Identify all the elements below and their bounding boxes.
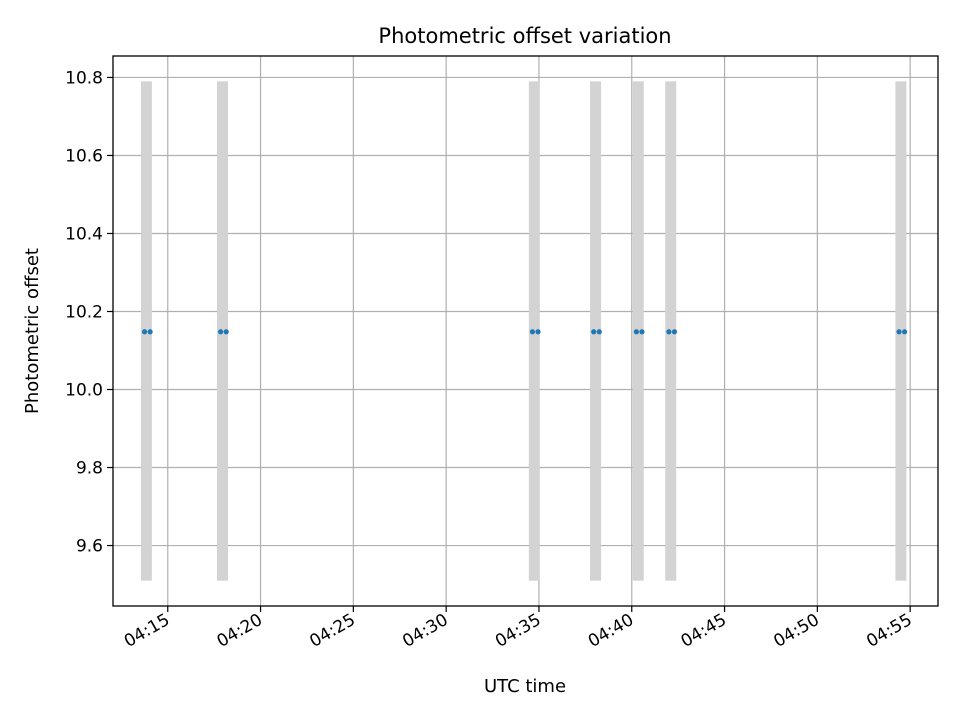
- data-point: [896, 329, 902, 335]
- data-point: [633, 329, 639, 335]
- data-point: [223, 329, 229, 335]
- y-tick-label: 10.2: [65, 302, 103, 322]
- y-axis: 9.6 9.8 10.0 10.2 10.4 10.6 10.8: [65, 68, 113, 557]
- data-point: [218, 329, 224, 335]
- y-tick-label: 9.6: [76, 537, 103, 557]
- x-axis-title: UTC time: [484, 676, 566, 697]
- data-point: [671, 329, 678, 335]
- y-tick-label: 10.0: [65, 381, 103, 401]
- data-point: [639, 329, 645, 335]
- data-point: [666, 329, 672, 335]
- data-point: [901, 329, 908, 335]
- data-point: [147, 329, 153, 335]
- chart-title: Photometric offset variation: [378, 24, 671, 48]
- data-point: [529, 329, 536, 335]
- data-point: [591, 329, 597, 335]
- grid: [113, 56, 938, 606]
- plot-frame: [112, 55, 939, 607]
- y-axis-title: Photometric offset: [22, 248, 43, 414]
- y-tick-label: 10.4: [65, 224, 103, 244]
- plot-area: [113, 56, 938, 606]
- y-tick-label: 9.8: [76, 459, 103, 479]
- data-point: [141, 329, 148, 335]
- data-point: [535, 329, 541, 335]
- y-tick-label: 10.8: [65, 68, 103, 88]
- y-tick-label: 10.6: [65, 146, 103, 166]
- data-points: [141, 329, 908, 335]
- data-point: [596, 329, 602, 335]
